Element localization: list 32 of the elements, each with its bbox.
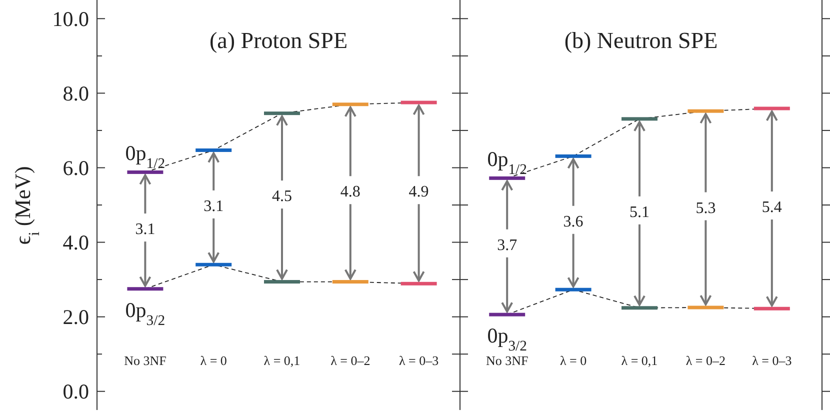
x-tick-label: λ = 0–2 xyxy=(686,353,726,368)
y-tick-label: 4.0 xyxy=(62,230,89,255)
x-tick-label: λ = 0,1 xyxy=(621,353,658,368)
series-label: 0p$_{1/2}$ xyxy=(125,141,166,172)
x-tick-label: λ = 0 xyxy=(560,353,587,368)
annotation: 4.9 xyxy=(408,184,429,201)
x-tick-label: λ = 0–3 xyxy=(752,353,792,368)
y-tick-label: 6.0 xyxy=(62,156,89,180)
y-tick-label: 10.0 xyxy=(52,6,89,31)
y-tick-label: 2.0 xyxy=(62,305,89,330)
text: (a) Proton SPE xyxy=(208,28,348,54)
text: (b) Neutron SPE xyxy=(563,28,719,54)
x-tick-label: No 3NF xyxy=(486,353,528,368)
x-tick-label: No 3NF xyxy=(124,353,166,368)
annotation: 5.4 xyxy=(762,199,782,216)
annotation: 5.1 xyxy=(630,204,650,221)
annotation: 4.5 xyxy=(272,188,292,206)
annotation: 3.1 xyxy=(135,221,156,238)
series-label: 0p$_{1/2}$ xyxy=(487,147,527,178)
series-label: 0p$_{3/2}$ xyxy=(125,298,166,329)
annotation: 3.1 xyxy=(204,198,224,216)
x-tick-label: λ = 0 xyxy=(200,353,227,368)
y-tick-label: 8.0 xyxy=(62,82,89,106)
annotation: 3.6 xyxy=(563,213,584,230)
series-label: 0p$_{3/2}$ xyxy=(487,324,527,355)
annotation: 4.8 xyxy=(340,184,360,201)
x-tick-label: λ = 0,1 xyxy=(264,353,300,368)
x-tick-label: λ = 0–2 xyxy=(330,353,370,368)
y-tick-label: 0.0 xyxy=(62,380,89,404)
annotation: 3.7 xyxy=(497,236,518,254)
x-tick-label: λ = 0–3 xyxy=(398,353,439,368)
annotation: 5.3 xyxy=(696,200,716,217)
